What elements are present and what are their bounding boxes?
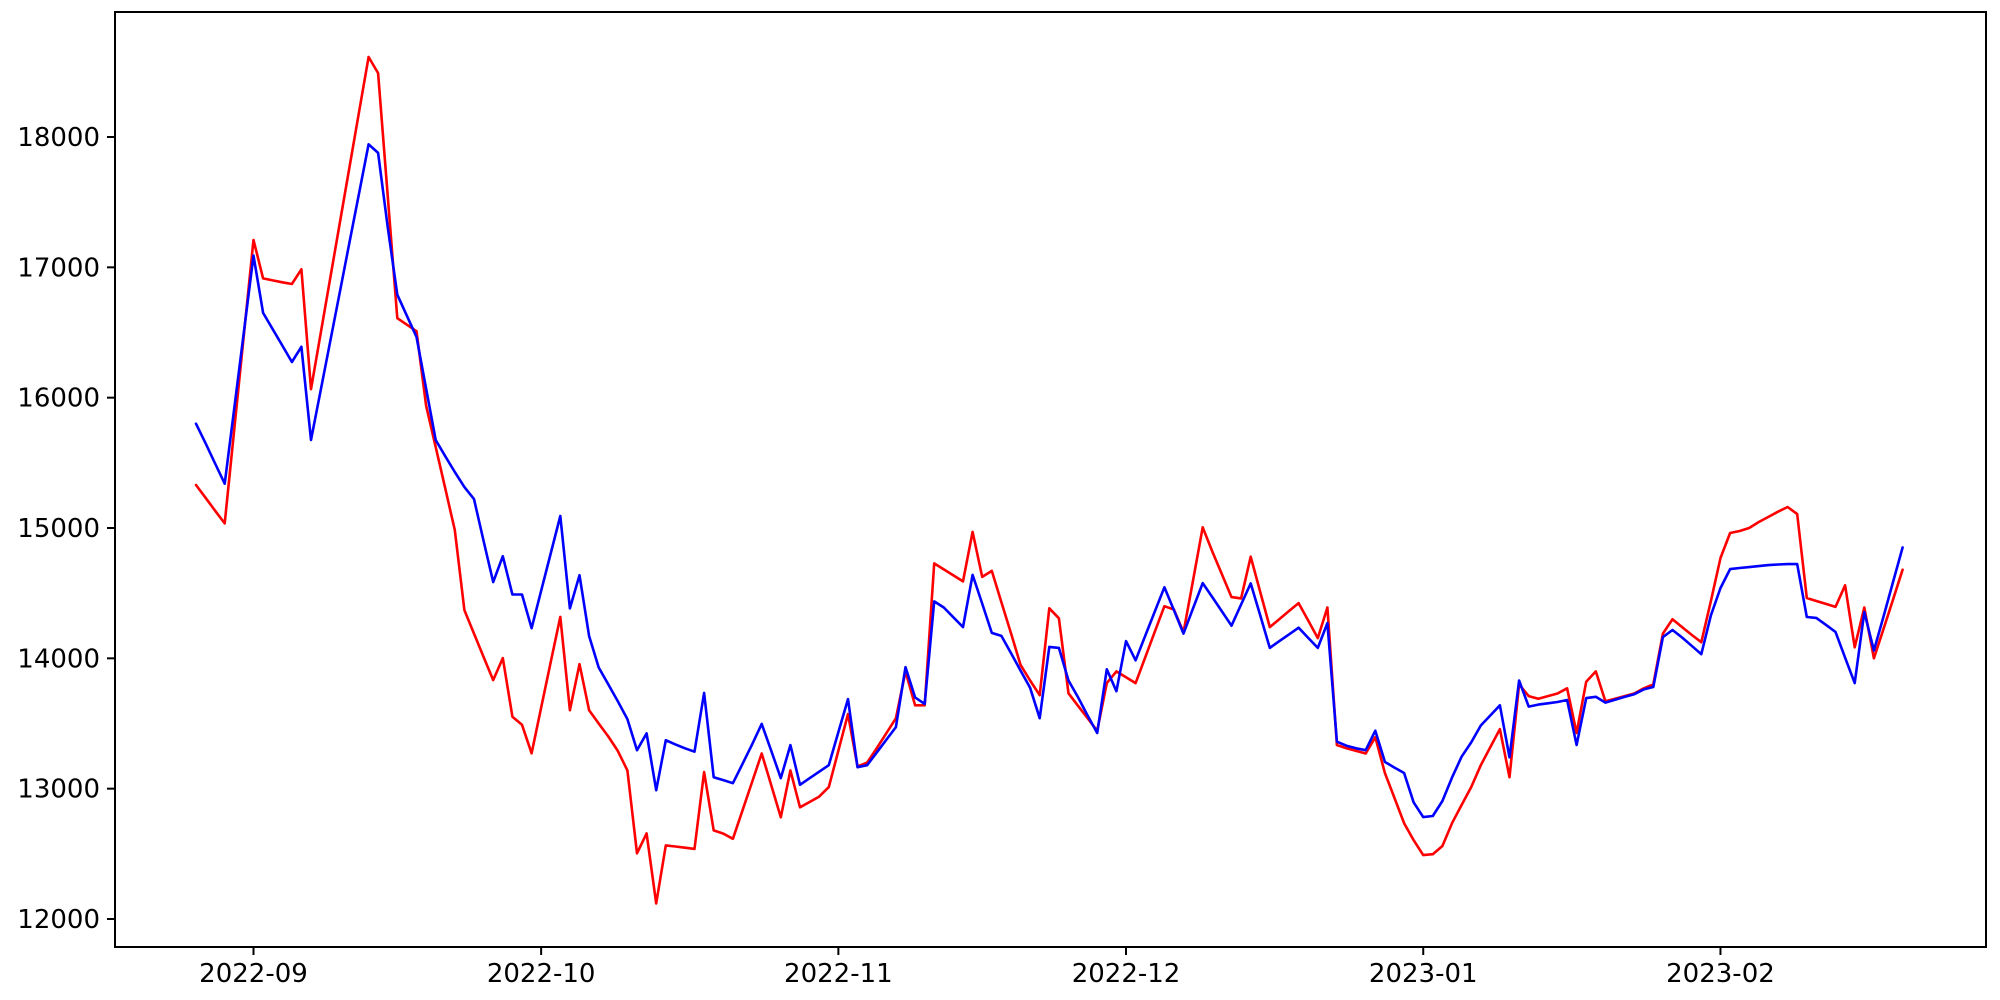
y-tick-label: 13000	[17, 775, 100, 805]
y-tick-label: 12000	[17, 905, 100, 935]
x-tick-label: 2022-12	[1072, 959, 1181, 989]
y-tick-label: 16000	[17, 384, 100, 414]
y-tick-label: 18000	[17, 123, 100, 153]
x-tick-label: 2022-11	[784, 959, 893, 989]
x-tick-label: 2023-01	[1369, 959, 1478, 989]
y-tick-label: 17000	[17, 253, 100, 283]
y-tick-label: 14000	[17, 644, 100, 674]
x-tick-label: 2022-09	[199, 959, 308, 989]
y-tick-label: 15000	[17, 514, 100, 544]
x-tick-label: 2023-02	[1666, 959, 1775, 989]
x-tick-label: 2022-10	[487, 959, 596, 989]
blue-series-line	[194, 143, 1904, 819]
plot-border	[114, 11, 1987, 948]
